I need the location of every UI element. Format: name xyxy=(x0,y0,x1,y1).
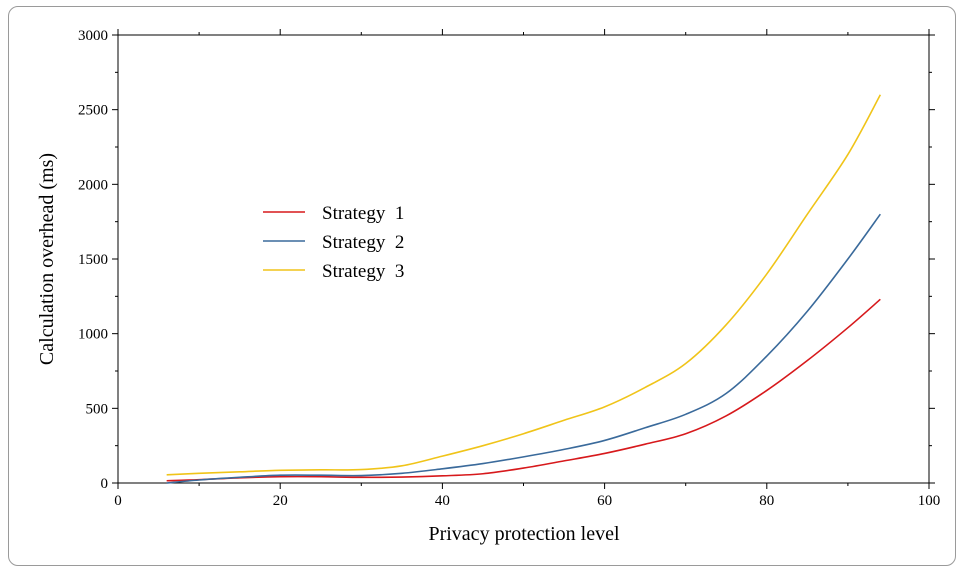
legend-label-strategy-1: Strategy 1 xyxy=(322,203,404,224)
y-axis-title: Calculation overhead (ms) xyxy=(36,153,58,365)
plot-area-border xyxy=(117,34,930,484)
x-tick-label: 20 xyxy=(273,493,288,509)
legend-label-strategy-3: Strategy 3 xyxy=(322,261,404,282)
x-tick-label: 40 xyxy=(435,493,450,509)
series-group xyxy=(166,94,882,484)
legend: Strategy 1 Strategy 2 Strategy 3 xyxy=(263,203,404,282)
y-tick-label: 2500 xyxy=(78,103,108,119)
y-tick-label: 2000 xyxy=(78,177,108,193)
series-line-strategy-2 xyxy=(166,213,881,484)
y-tick-label: 3000 xyxy=(78,28,108,44)
legend-label-strategy-2: Strategy 2 xyxy=(322,232,404,253)
y-tick-label: 500 xyxy=(86,401,109,417)
x-axis-title: Privacy protection level xyxy=(428,523,619,545)
x-tick-label: 80 xyxy=(759,493,774,509)
y-tick-label: 1000 xyxy=(78,327,108,343)
x-tick-label: 100 xyxy=(918,493,941,509)
series-line-strategy-3 xyxy=(166,94,882,476)
y-tick-label: 1500 xyxy=(78,252,108,268)
y-tick-label: 0 xyxy=(101,476,109,492)
series-line-strategy-1 xyxy=(166,298,881,482)
x-tick-label: 0 xyxy=(114,493,122,509)
x-tick-label: 60 xyxy=(597,493,612,509)
